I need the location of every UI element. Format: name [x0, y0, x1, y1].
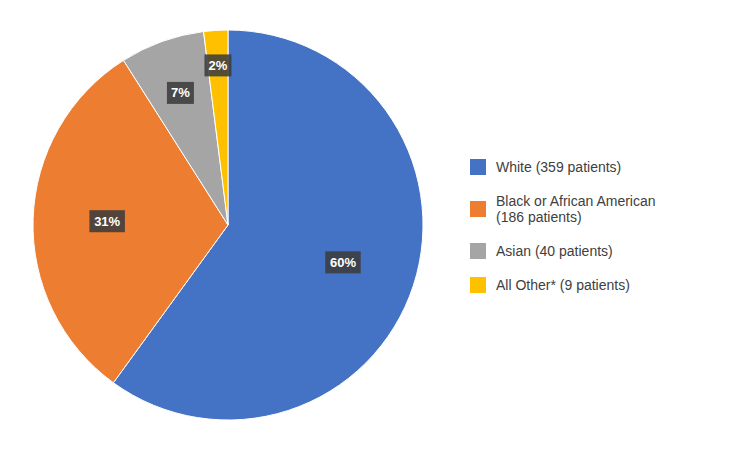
- html-text:(186 patients): (186 patients): [496, 208, 582, 225]
- svg-text:31%: 31%: [94, 214, 120, 229]
- svg-text:7%: 7%: [171, 85, 190, 100]
- html-text:Black or African American: Black or African American: [496, 192, 656, 209]
- html-text:Asian (40 patients): Asian (40 patients): [496, 242, 613, 259]
- html-text:White (359 patients): White (359 patients): [496, 158, 622, 175]
- html-text:All Other* (9 patients): All Other* (9 patients): [496, 276, 630, 293]
- svg-text:2%: 2%: [209, 58, 228, 73]
- svg-text:60%: 60%: [330, 255, 356, 270]
